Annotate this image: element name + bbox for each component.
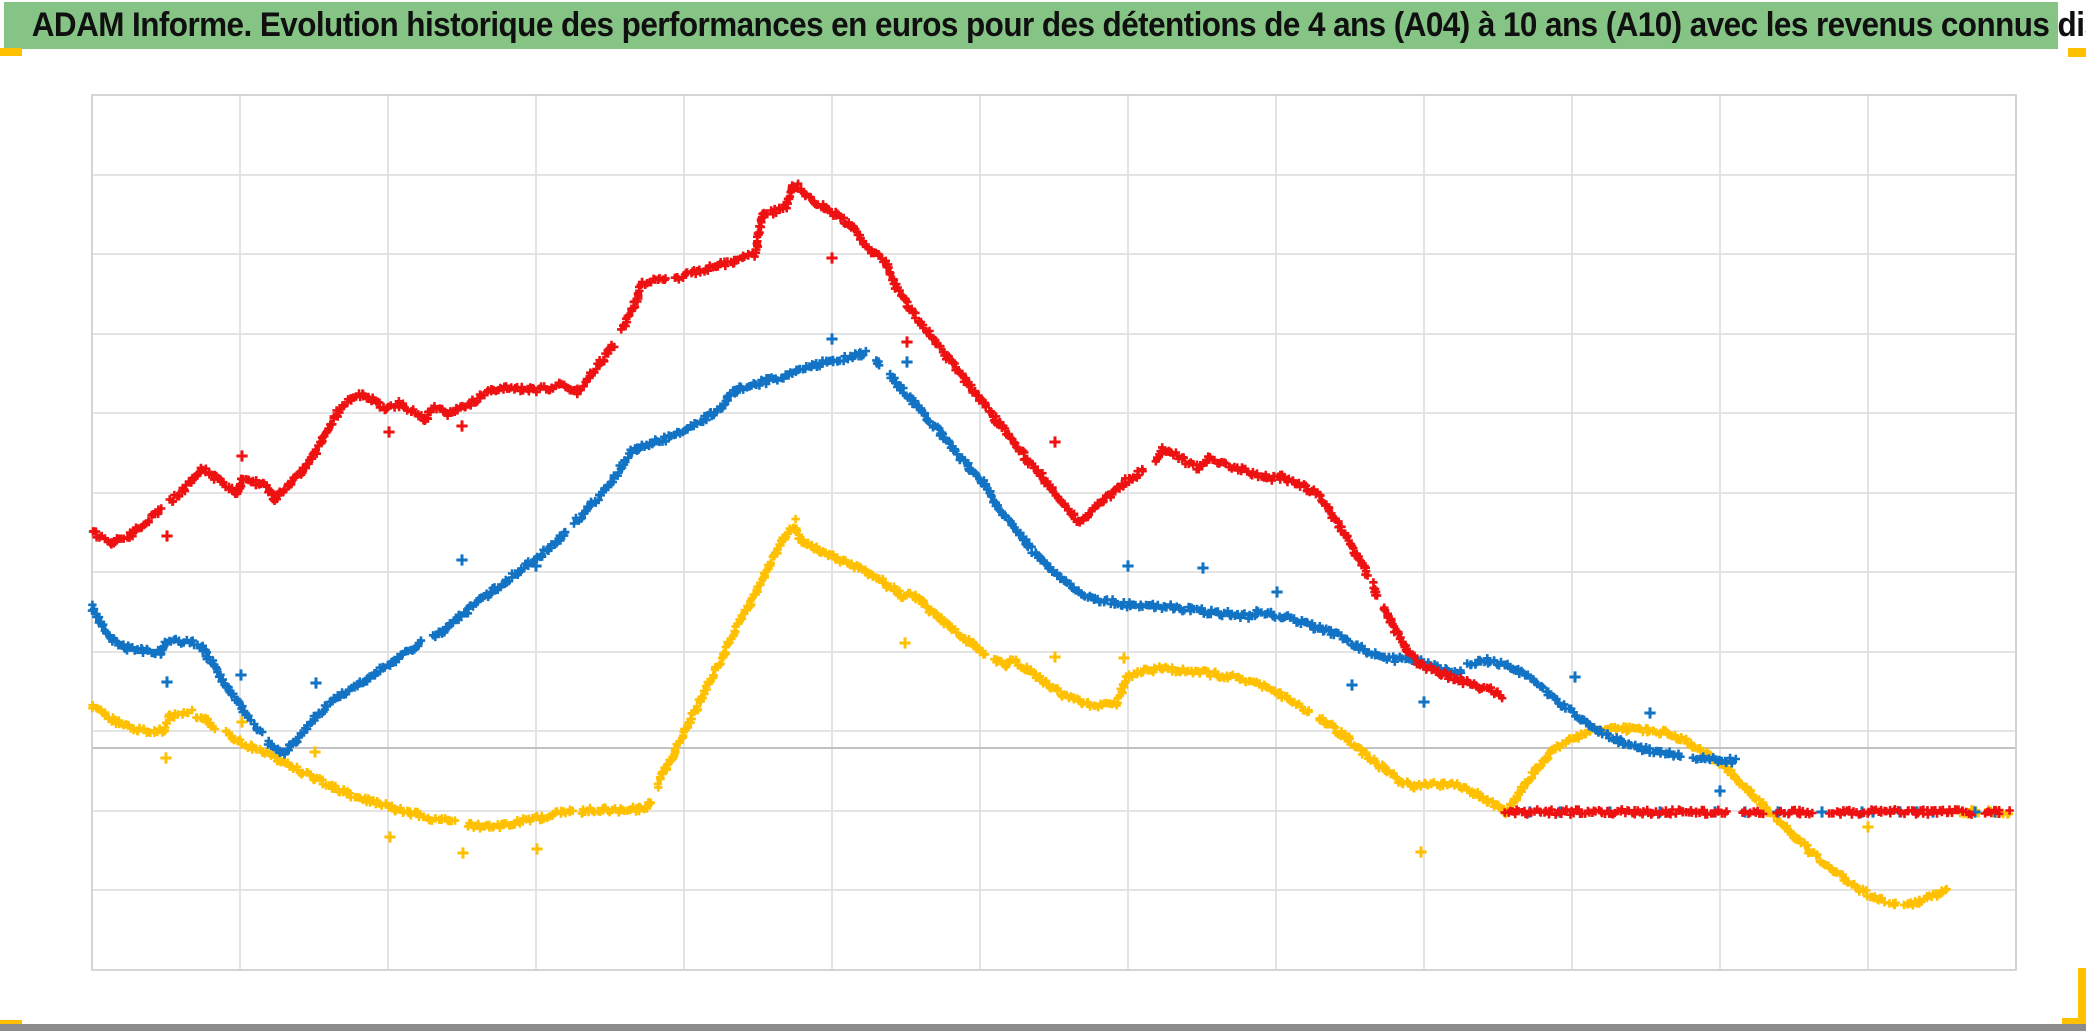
yellow-accent-bottom-right-stem — [2078, 968, 2086, 1027]
series-yellow — [88, 514, 2014, 910]
series-red-stray-points — [161, 252, 1061, 542]
series-blue — [87, 346, 1740, 768]
series-yellow-stray-points — [160, 637, 1874, 859]
yellow-accent-top-right — [2068, 48, 2086, 57]
chart-title: ADAM Informe. Evolution historique des p… — [31, 6, 2086, 44]
series-red — [88, 179, 2014, 819]
bottom-bar — [0, 1024, 2086, 1031]
chart-title-bar: ADAM Informe. Evolution historique des p… — [4, 2, 2086, 49]
yellow-accent-bottom-right-foot — [2062, 1018, 2086, 1027]
yellow-accent-top-left — [0, 48, 22, 56]
